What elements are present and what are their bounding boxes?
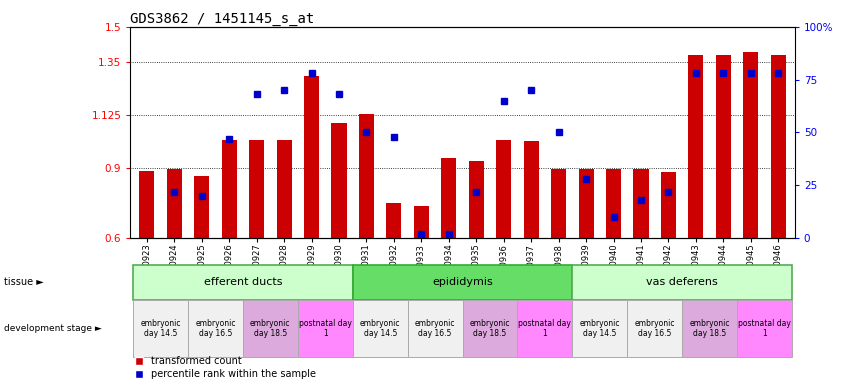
Bar xyxy=(359,114,374,238)
Bar xyxy=(188,300,243,357)
Text: embryonic
day 14.5: embryonic day 14.5 xyxy=(579,319,620,338)
Bar xyxy=(573,300,627,357)
Bar xyxy=(551,169,566,238)
Bar xyxy=(304,76,319,238)
Bar xyxy=(140,171,155,238)
Bar xyxy=(243,300,298,357)
Text: vas deferens: vas deferens xyxy=(646,277,718,287)
Text: embryonic
day 18.5: embryonic day 18.5 xyxy=(470,319,510,338)
Text: tissue ►: tissue ► xyxy=(4,277,44,287)
Text: GDS3862 / 1451145_s_at: GDS3862 / 1451145_s_at xyxy=(130,12,315,26)
Bar xyxy=(442,158,457,238)
Bar xyxy=(331,123,346,238)
Bar xyxy=(414,207,429,238)
Text: embryonic
day 18.5: embryonic day 18.5 xyxy=(250,319,291,338)
Legend: transformed count, percentile rank within the sample: transformed count, percentile rank withi… xyxy=(135,356,315,379)
Bar xyxy=(627,300,682,357)
Bar xyxy=(277,139,292,238)
Bar xyxy=(689,55,703,238)
Text: embryonic
day 14.5: embryonic day 14.5 xyxy=(140,319,181,338)
Bar xyxy=(633,169,648,238)
Text: development stage ►: development stage ► xyxy=(4,324,102,333)
Bar xyxy=(716,55,731,238)
Bar xyxy=(222,139,236,238)
Bar xyxy=(524,141,539,238)
Bar xyxy=(743,51,759,238)
Bar xyxy=(352,300,408,357)
Bar xyxy=(352,265,573,300)
Text: embryonic
day 16.5: embryonic day 16.5 xyxy=(195,319,235,338)
Bar xyxy=(463,300,517,357)
Text: postnatal day
1: postnatal day 1 xyxy=(518,319,571,338)
Text: embryonic
day 14.5: embryonic day 14.5 xyxy=(360,319,400,338)
Bar xyxy=(661,172,676,238)
Bar xyxy=(408,300,463,357)
Bar xyxy=(249,139,264,238)
Text: postnatal day
1: postnatal day 1 xyxy=(738,319,791,338)
Text: embryonic
day 16.5: embryonic day 16.5 xyxy=(634,319,675,338)
Text: efferent ducts: efferent ducts xyxy=(204,277,283,287)
Bar xyxy=(573,265,792,300)
Text: postnatal day
1: postnatal day 1 xyxy=(299,319,352,338)
Text: epididymis: epididymis xyxy=(432,277,493,287)
Bar xyxy=(579,169,594,238)
Bar xyxy=(194,176,209,238)
Bar xyxy=(133,265,352,300)
Bar xyxy=(298,300,352,357)
Bar xyxy=(386,203,401,238)
Bar xyxy=(682,300,737,357)
Bar xyxy=(167,169,182,238)
Text: embryonic
day 16.5: embryonic day 16.5 xyxy=(415,319,455,338)
Text: embryonic
day 18.5: embryonic day 18.5 xyxy=(690,319,730,338)
Bar xyxy=(737,300,792,357)
Bar xyxy=(517,300,573,357)
Bar xyxy=(606,169,621,238)
Bar xyxy=(133,300,188,357)
Bar xyxy=(468,161,484,238)
Bar xyxy=(496,139,511,238)
Bar xyxy=(770,55,785,238)
